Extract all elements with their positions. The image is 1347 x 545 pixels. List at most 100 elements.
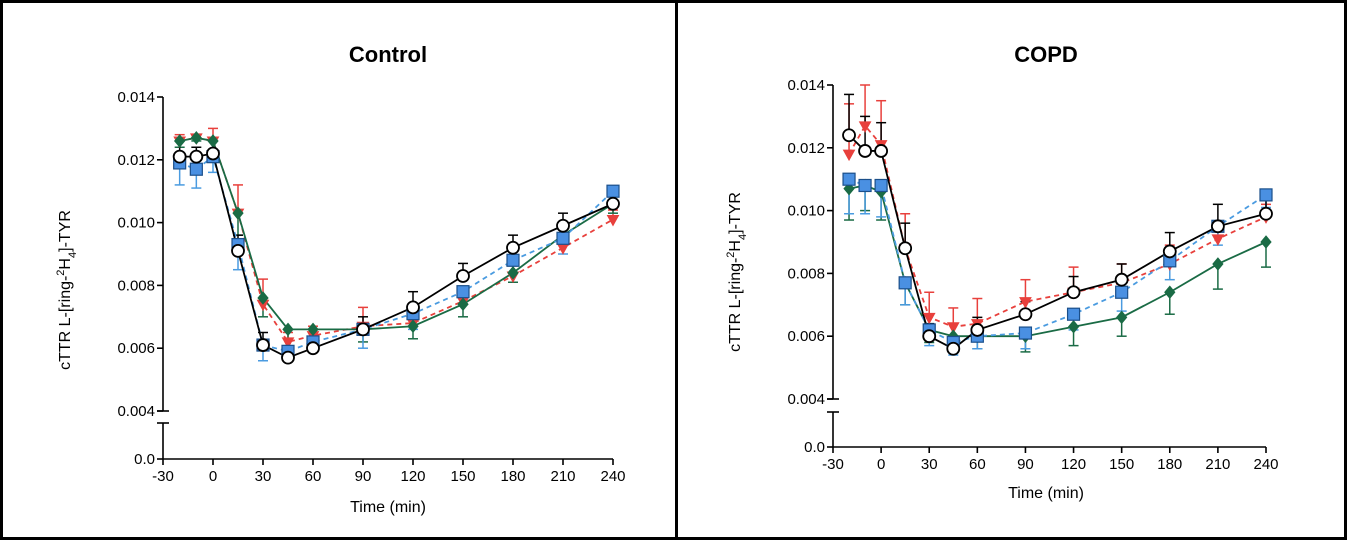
series-line — [179, 136, 614, 331]
data-point-circle-open — [898, 241, 913, 256]
series-line — [848, 178, 1267, 344]
x-tick-label: 240 — [600, 468, 625, 485]
data-point-square — [556, 231, 570, 245]
data-point-triangle-down — [1019, 297, 1032, 309]
x-tick-label: 90 — [1017, 456, 1034, 473]
series-line — [179, 155, 614, 353]
data-point-circle-open — [306, 341, 320, 356]
data-point-diamond — [190, 131, 202, 145]
x-axis-label-copd: Time (min) — [1008, 485, 1084, 502]
data-point-circle-open — [281, 350, 295, 365]
y-tick-label: 0.010 — [117, 215, 155, 232]
data-point-circle-open — [946, 341, 961, 356]
y-axis-label-control: cTTR L-[ring-2H4]-TYR — [55, 210, 79, 370]
plot-area-copd: 0.0 0.004 0.006 0.008 0.010 0.012 0.014 -30 0 30 6… — [787, 77, 1278, 473]
data-point-square — [1018, 326, 1033, 340]
data-point-circle-open — [506, 240, 520, 255]
data-point-square — [1115, 285, 1129, 299]
data-point-square — [874, 178, 888, 193]
y-tick-label: 0.0 — [804, 439, 825, 456]
data-point-circle-open — [256, 338, 270, 352]
x-tick-label: 120 — [1061, 456, 1086, 473]
data-point-circle-open — [1066, 285, 1081, 300]
y-tick-label: 0.004 — [117, 403, 155, 420]
data-point-square — [606, 184, 620, 198]
x-tick-label: 0 — [209, 468, 217, 485]
data-point-square — [456, 285, 470, 299]
data-point-diamond — [1260, 235, 1272, 249]
data-point-triangle-down — [946, 322, 960, 334]
data-point-circle-open — [922, 329, 937, 344]
data-point-triangle-down — [1211, 234, 1225, 246]
x-tick-label: 90 — [355, 468, 372, 485]
data-point-diamond — [1164, 285, 1176, 300]
data-point-diamond — [1116, 310, 1128, 325]
data-point-diamond — [457, 297, 469, 312]
data-point-circle-open — [356, 322, 370, 337]
y-tick-label: 0.012 — [787, 140, 825, 157]
data-point-triangle-down — [556, 243, 570, 255]
y-tick-label: 0.008 — [787, 265, 825, 282]
data-point-diamond — [282, 322, 294, 337]
plot-area-control: 0.0 0.004 0.006 0.008 0.010 0.012 0.014 -30 0 30 6… — [117, 89, 625, 485]
data-point-square — [1259, 188, 1273, 202]
data-point-circle-open — [970, 323, 985, 337]
data-point-square — [506, 253, 520, 267]
y-tick-label: 0.006 — [117, 340, 155, 357]
data-point-diamond — [507, 266, 519, 280]
data-point-circle-open — [842, 128, 856, 143]
data-point-circle-open — [406, 300, 420, 315]
x-tick-label: -30 — [822, 456, 844, 473]
y-axis-label-copd: cTTR L-[ring-2H4]-TYR — [725, 192, 749, 352]
data-point-circle-open — [1018, 307, 1033, 322]
data-point-circle-open — [231, 243, 245, 258]
x-tick-label: 150 — [1109, 456, 1134, 473]
data-point-circle-open — [1162, 244, 1177, 259]
x-tick-label: -30 — [152, 468, 174, 485]
series-line — [848, 134, 1267, 350]
data-point-circle-open — [456, 269, 470, 283]
x-tick-label: 210 — [1205, 456, 1230, 473]
data-point-circle-open — [189, 149, 204, 164]
data-point-circle-open — [606, 196, 620, 211]
x-tick-label: 30 — [921, 456, 938, 473]
y-tick-label: 0.0 — [134, 451, 155, 468]
x-tick-label: 60 — [305, 468, 322, 485]
panel-frame-control — [0, 0, 678, 540]
data-point-diamond — [407, 319, 419, 334]
x-tick-label: 0 — [877, 456, 885, 473]
y-tick-label: 0.012 — [117, 152, 155, 169]
x-tick-label: 30 — [255, 468, 272, 485]
data-point-circle-open — [1114, 272, 1129, 287]
chart-title-copd: COPD — [1014, 42, 1078, 67]
series-line — [848, 184, 1267, 338]
data-point-diamond — [232, 206, 244, 220]
panel-frame-copd — [675, 0, 1347, 540]
data-point-diamond — [174, 134, 186, 148]
data-point-square — [898, 276, 912, 290]
y-tick-label: 0.014 — [787, 77, 825, 94]
y-tick-label: 0.008 — [117, 277, 155, 294]
chart-title-control: Control — [349, 42, 427, 67]
data-point-square — [189, 162, 203, 176]
data-point-square — [842, 172, 856, 186]
data-point-circle-open — [1210, 219, 1225, 234]
data-point-triangle-down — [922, 312, 936, 325]
x-tick-label: 60 — [969, 456, 986, 473]
y-tick-label: 0.004 — [787, 391, 825, 408]
data-point-triangle-down — [842, 149, 856, 162]
data-point-triangle-down — [281, 337, 295, 349]
data-point-triangle-down — [858, 121, 872, 133]
data-point-circle-open — [858, 144, 872, 158]
data-point-circle-open — [172, 149, 187, 164]
y-tick-label: 0.014 — [117, 89, 155, 106]
x-tick-label: 240 — [1253, 456, 1278, 473]
x-tick-label: 180 — [1157, 456, 1182, 473]
data-point-diamond — [1067, 319, 1080, 334]
data-point-triangle-down — [606, 214, 620, 227]
x-axis-label-control: Time (min) — [350, 499, 426, 516]
data-point-circle-open — [556, 218, 570, 233]
data-point-circle-open — [206, 146, 220, 161]
